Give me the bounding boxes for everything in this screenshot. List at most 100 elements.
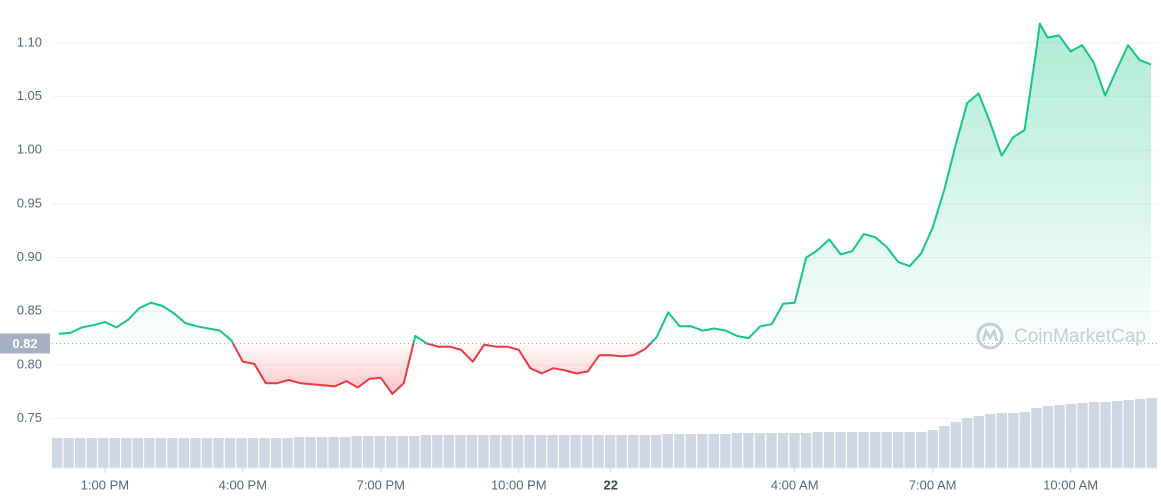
volume-bar <box>708 434 720 468</box>
volume-bar <box>201 438 213 468</box>
volume-bar <box>259 438 270 468</box>
baseline-label: 0.82 <box>12 336 37 351</box>
volume-bar <box>639 435 650 468</box>
volume-bar <box>1111 401 1123 468</box>
volume-bar <box>570 435 581 468</box>
x-tick-label: 1:00 PM <box>81 477 129 492</box>
volume-bar <box>63 438 74 468</box>
volume-bar <box>685 434 696 468</box>
volume-bar <box>547 435 558 468</box>
volume-bar <box>985 414 996 468</box>
volume-bar <box>524 435 535 468</box>
volume-bar <box>697 434 708 468</box>
volume-bar <box>1088 402 1100 468</box>
volume-bar <box>869 432 881 468</box>
y-tick-label: 0.80 <box>17 356 42 371</box>
volume-bar <box>1123 400 1134 468</box>
volume-bar <box>1077 403 1088 468</box>
volume-bar <box>904 432 915 468</box>
volume-bar <box>789 433 800 468</box>
volume-bar <box>52 438 63 468</box>
price-line <box>58 22 1152 395</box>
volume-bar <box>616 435 627 468</box>
volume-bar <box>651 435 662 468</box>
y-tick-label: 1.00 <box>17 142 42 157</box>
volume-bar <box>270 438 282 468</box>
volume-bar <box>512 435 524 468</box>
volume-bar <box>109 438 120 468</box>
volume-bar <box>213 438 224 468</box>
volume-bar <box>501 435 512 468</box>
volume-bar <box>927 430 938 468</box>
baseline-badge <box>0 333 50 354</box>
volume-bar <box>823 432 835 468</box>
y-tick-label: 1.05 <box>17 88 42 103</box>
volume-bar <box>777 433 789 468</box>
price-area <box>58 23 1152 394</box>
volume-bar <box>731 433 743 468</box>
volume-bar <box>558 435 570 468</box>
volume-bar <box>224 438 236 468</box>
y-tick-label: 0.85 <box>17 303 42 318</box>
volume-bar <box>409 436 420 468</box>
volume-bar <box>190 438 201 468</box>
volume-bar <box>962 418 973 468</box>
volume-bar <box>858 432 869 468</box>
volume-bar <box>628 435 639 468</box>
volume-bar <box>1031 408 1042 468</box>
volume-bar <box>489 435 501 468</box>
volume-bar <box>1054 405 1065 468</box>
volume-bar <box>316 437 328 468</box>
volume-bar <box>846 432 858 468</box>
volume-bar <box>1134 399 1146 468</box>
volume-bar <box>1100 402 1111 468</box>
x-tick-label: 10:00 PM <box>491 477 547 492</box>
x-tick-label: 22 <box>604 477 618 492</box>
volume-bar <box>1065 404 1077 468</box>
volume-bar <box>386 436 397 468</box>
volume-bar <box>720 434 731 468</box>
volume-bar <box>420 435 431 468</box>
volume-bar <box>478 435 489 468</box>
volume-bar <box>754 433 766 468</box>
x-tick-label: 4:00 AM <box>771 477 819 492</box>
volume-bar <box>98 438 109 468</box>
volume-bar <box>893 432 904 468</box>
volume-bar <box>466 435 478 468</box>
volume-bar <box>132 438 143 468</box>
volume-bar <box>996 413 1008 468</box>
volume-bar <box>236 438 247 468</box>
volume-bar <box>328 437 339 468</box>
volume-bar <box>605 435 616 468</box>
volume-bar <box>1042 406 1054 468</box>
volume-bar <box>1146 398 1157 468</box>
volume-bar <box>674 434 685 468</box>
volume-bar <box>293 437 305 468</box>
x-tick-label: 10:00 AM <box>1043 477 1098 492</box>
volume-bar <box>432 435 443 468</box>
volume-bar <box>1019 412 1031 468</box>
volume-bar <box>305 437 316 468</box>
volume-bar <box>397 436 408 468</box>
volume-bar <box>75 438 86 468</box>
volume-bar <box>443 435 455 468</box>
x-tick-label: 4:00 PM <box>219 477 267 492</box>
volume-bar <box>351 436 362 468</box>
volume-bar <box>455 435 466 468</box>
volume-bar <box>340 437 351 468</box>
volume-bar <box>1008 413 1019 468</box>
volume-bar <box>121 438 132 468</box>
volume-bar <box>86 438 97 468</box>
volume-bar <box>950 422 961 468</box>
volume-bar <box>800 433 812 468</box>
volume-bar <box>766 433 777 468</box>
volume-bar <box>144 438 155 468</box>
volume-bar <box>939 426 950 468</box>
volume-bar <box>374 436 385 468</box>
volume-bar <box>155 438 167 468</box>
y-tick-label: 0.90 <box>17 249 42 264</box>
volume-bar <box>662 434 673 468</box>
y-tick-label: 1.10 <box>17 34 42 49</box>
volume-bar <box>916 432 927 468</box>
